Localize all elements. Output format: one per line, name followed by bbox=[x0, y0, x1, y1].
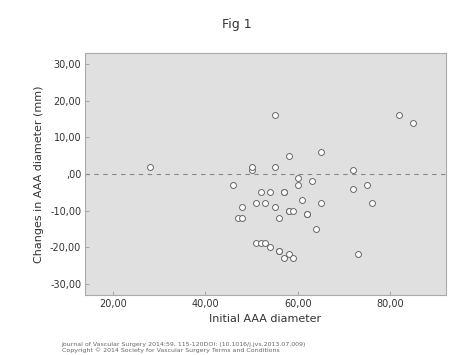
Y-axis label: Changes in AAA diameter (mm): Changes in AAA diameter (mm) bbox=[34, 85, 45, 263]
Point bbox=[363, 182, 371, 188]
Point bbox=[410, 120, 417, 126]
Text: Journal of Vascular Surgery 2014;59, 115-120DOI: (10.1016/j.jvs.2013.07.009)
Cop: Journal of Vascular Surgery 2014;59, 115… bbox=[62, 342, 306, 353]
Text: Fig 1: Fig 1 bbox=[222, 18, 252, 31]
Point bbox=[275, 248, 283, 253]
Point bbox=[262, 241, 269, 246]
Point bbox=[275, 248, 283, 253]
Point bbox=[257, 241, 264, 246]
Point bbox=[253, 200, 260, 206]
Point bbox=[396, 113, 403, 118]
Point bbox=[299, 197, 306, 202]
Point bbox=[257, 190, 264, 195]
Point bbox=[289, 208, 297, 213]
Point bbox=[271, 164, 278, 169]
Point bbox=[275, 215, 283, 221]
Point bbox=[253, 241, 260, 246]
Point bbox=[349, 168, 357, 173]
Point bbox=[238, 204, 246, 210]
Point bbox=[312, 226, 320, 232]
Point bbox=[294, 182, 301, 188]
Point bbox=[229, 182, 237, 188]
Point bbox=[285, 153, 292, 158]
Point bbox=[280, 190, 288, 195]
Point bbox=[146, 164, 154, 169]
Point bbox=[234, 215, 242, 221]
Point bbox=[271, 113, 278, 118]
Point bbox=[317, 200, 325, 206]
X-axis label: Initial AAA diameter: Initial AAA diameter bbox=[210, 315, 321, 324]
Point bbox=[262, 200, 269, 206]
Point bbox=[285, 252, 292, 257]
Point bbox=[238, 215, 246, 221]
Point bbox=[317, 149, 325, 155]
Point bbox=[289, 255, 297, 261]
Point bbox=[285, 208, 292, 213]
Point bbox=[266, 244, 274, 250]
Point bbox=[248, 168, 255, 173]
Point bbox=[303, 211, 311, 217]
Point bbox=[266, 190, 274, 195]
Point bbox=[271, 204, 278, 210]
Point bbox=[285, 208, 292, 213]
Point bbox=[294, 175, 301, 180]
Point bbox=[248, 164, 255, 169]
Point bbox=[303, 211, 311, 217]
Point bbox=[280, 190, 288, 195]
Point bbox=[280, 255, 288, 261]
Point bbox=[308, 179, 315, 184]
Point bbox=[349, 186, 357, 191]
Point bbox=[354, 252, 362, 257]
Point bbox=[368, 200, 375, 206]
